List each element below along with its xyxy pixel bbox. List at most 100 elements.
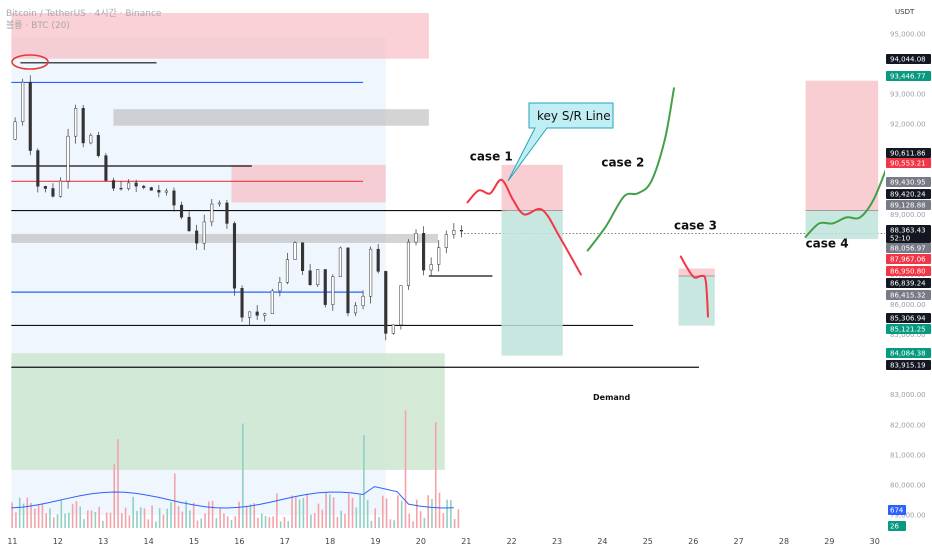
badge-text: 83,915.19 (890, 362, 926, 370)
volume-bar (102, 520, 104, 528)
candle (58, 177, 63, 198)
scenario-1-label: case 1 (470, 149, 513, 163)
volume-bar (298, 499, 301, 528)
volume-bar (457, 509, 460, 528)
candle-body (353, 305, 358, 314)
volume-bar (340, 510, 342, 528)
candle-body (444, 234, 448, 248)
date-tick: 30 (870, 537, 880, 546)
date-tick: 24 (597, 537, 607, 546)
symbol-title[interactable]: Bitcoin / TetherUS · 4시간 · Binance (6, 9, 162, 19)
price-tick: 82,000.00 (890, 421, 926, 429)
volume-bar (181, 511, 184, 528)
price-tick: 81,000.00 (890, 451, 926, 459)
badge-bg (886, 200, 931, 210)
badge-text: 85,306.94 (890, 315, 926, 323)
volume-bar (11, 502, 13, 528)
candle (172, 187, 176, 212)
date-tick: 22 (507, 537, 517, 546)
candle-body (104, 155, 108, 181)
price-axis[interactable]: USDT95,000.0093,000.0092,000.0091,000.00… (885, 0, 932, 550)
candle-body (316, 269, 320, 285)
candle-body (293, 242, 297, 260)
price-label-badge: 85,306.94 (886, 313, 931, 323)
candle (66, 128, 70, 189)
badge-bg (888, 521, 906, 531)
volume-bar (295, 497, 297, 528)
volume-bar (223, 513, 225, 528)
volume-bar (143, 508, 146, 528)
badge-text: 85,121.25 (890, 326, 926, 334)
candle-body (369, 248, 373, 297)
stop-zone (678, 268, 715, 277)
volume-bar (416, 499, 418, 528)
candle (338, 246, 342, 277)
badge-bg (888, 505, 906, 515)
candle-body (127, 182, 131, 189)
volume-bar (151, 505, 153, 528)
volume-bar (94, 511, 97, 528)
volume-bar (56, 514, 59, 528)
badge-bg (886, 360, 931, 370)
volume-bar (41, 503, 44, 528)
badge-text: 674 (890, 507, 904, 515)
candle (301, 242, 305, 275)
volume-bar (268, 517, 271, 528)
volume-bar (423, 517, 426, 528)
volume-bar (189, 510, 191, 528)
volume-bar (49, 508, 51, 528)
candle (202, 214, 206, 250)
date-tick: 17 (280, 537, 290, 546)
candle (308, 264, 312, 286)
candle (278, 276, 282, 297)
neutral-zone (11, 233, 438, 243)
circle-marker (11, 54, 49, 70)
volume-bar (177, 506, 180, 528)
volume-bar (200, 518, 203, 528)
candle (353, 301, 358, 317)
stop-zone (501, 164, 563, 211)
badge-bg (886, 54, 931, 64)
candle (331, 274, 335, 311)
candle (179, 201, 184, 220)
chart-header: Bitcoin / TetherUS · 4시간 · Binance 볼륨 · … (6, 8, 161, 32)
volume-bar (113, 464, 116, 528)
candle-body (376, 248, 380, 272)
candle (232, 221, 237, 296)
volume-bar (117, 439, 119, 528)
candle (43, 185, 47, 193)
badge-text: 90,611.86 (890, 150, 926, 158)
badge-text: 86,839.24 (890, 280, 926, 288)
candle (21, 78, 25, 126)
badge-bg (886, 254, 931, 264)
volume-bar (332, 497, 335, 528)
badge-bg (886, 233, 931, 243)
volume-bar (347, 493, 350, 528)
volume-bar (253, 503, 255, 528)
badge-bg (886, 290, 931, 300)
candle-body (74, 107, 78, 137)
volume-bar (276, 493, 278, 528)
currency-label: USDT (895, 8, 915, 16)
candle (316, 269, 320, 287)
volume-bar (310, 514, 312, 528)
candle (263, 312, 267, 322)
volume-bar (317, 503, 320, 528)
volume-bar (136, 511, 138, 528)
volume-bar (272, 516, 274, 528)
price-label-badge: 52:10 (886, 233, 931, 243)
volume-bar (385, 498, 388, 528)
candle-body (240, 288, 244, 318)
price-tick: 95,000.00 (890, 31, 926, 39)
time-axis[interactable]: 11 12 13 14 15 16 17 18 19 20 21 22 23 24 25 26 27 28 29 30 (0, 534, 885, 550)
candle (240, 285, 244, 322)
candle (127, 179, 131, 191)
volume-bar (71, 503, 74, 528)
badge-bg (886, 278, 931, 288)
price-tick: 89,000.00 (890, 211, 926, 219)
candle-body (58, 180, 63, 197)
date-tick: 13 (98, 537, 108, 546)
candle-body (187, 216, 191, 232)
badge-bg (886, 225, 931, 235)
